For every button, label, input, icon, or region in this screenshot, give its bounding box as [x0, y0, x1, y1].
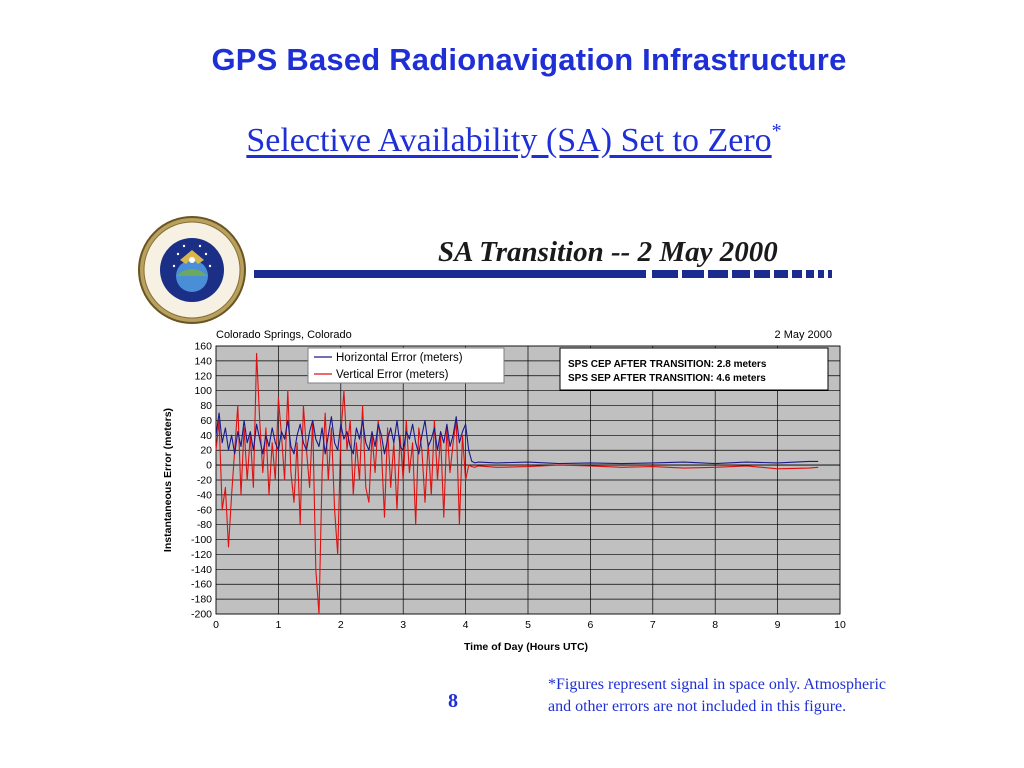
x-tick-label: 9	[775, 619, 781, 631]
y-tick-label: -140	[191, 564, 212, 576]
annotation-cep: SPS CEP AFTER TRANSITION: 2.8 meters	[568, 359, 767, 370]
y-tick-label: 140	[194, 355, 212, 367]
page-number: 8	[448, 690, 458, 712]
x-tick-label: 0	[213, 619, 219, 631]
slide-title: Selective Availability (SA) Set to Zero*	[0, 120, 1024, 160]
legend-label-vertical: Vertical Error (meters)	[336, 369, 449, 381]
figure-title: SA Transition -- 2 May 2000	[438, 236, 778, 268]
y-tick-label: 40	[200, 430, 212, 442]
y-tick-label: -20	[197, 475, 212, 487]
sa-error-chart: Colorado Springs, Colorado 2 May 2000 16…	[162, 329, 846, 653]
y-tick-label: -40	[197, 489, 212, 501]
y-tick-label: -80	[197, 519, 212, 531]
chart-date-label: 2 May 2000	[775, 329, 832, 341]
y-tick-label: -120	[191, 549, 212, 561]
legend-label-horizontal: Horizontal Error (meters)	[336, 352, 463, 364]
annotation-sep: SPS SEP AFTER TRANSITION: 4.6 meters	[568, 373, 766, 384]
chart-legend: Horizontal Error (meters) Vertical Error…	[307, 347, 505, 384]
x-tick-label: 1	[275, 619, 281, 631]
chart-location-label: Colorado Springs, Colorado	[216, 329, 352, 341]
y-axis-label: Instantaneous Error (meters)	[162, 408, 174, 552]
footnote-line-1: *Figures represent signal in space only.…	[548, 676, 886, 693]
x-tick-label: 8	[712, 619, 718, 631]
y-tick-label: 100	[194, 385, 212, 397]
x-tick-label: 4	[463, 619, 469, 631]
x-tick-label: 6	[587, 619, 593, 631]
figure-title-underline	[254, 270, 832, 278]
x-tick-label: 7	[650, 619, 656, 631]
transition-annotation: SPS CEP AFTER TRANSITION: 2.8 meters SPS…	[559, 347, 829, 391]
y-tick-label: 80	[200, 400, 212, 412]
chart-series	[215, 352, 819, 615]
y-tick-label: 120	[194, 370, 212, 382]
y-tick-label: -60	[197, 504, 212, 516]
y-tick-label: -100	[191, 534, 212, 546]
x-tick-label: 3	[400, 619, 406, 631]
annotation-box	[559, 347, 829, 391]
y-tick-label: 20	[200, 445, 212, 457]
y-tick-label: 0	[206, 460, 212, 472]
y-axis: 160 140 120 100 80 60 40 20 0 -20 -40 -60 -80 -100 -12…	[191, 341, 212, 621]
footnote-line-2: and other errors are not included in thi…	[548, 698, 847, 715]
footnote: *Figures represent signal in space only.…	[548, 674, 988, 718]
y-tick-label: -160	[191, 579, 212, 591]
y-tick-label: 160	[194, 341, 212, 353]
us-space-command-seal-icon	[138, 216, 246, 324]
header-title: GPS Based Radionavigation Infrastructure	[211, 42, 847, 77]
slide-title-text: Selective Availability (SA) Set to Zero	[246, 122, 772, 159]
x-tick-label: 10	[834, 619, 846, 631]
x-tick-label: 5	[525, 619, 531, 631]
legend-box	[307, 347, 505, 384]
series-line-horizontal	[215, 412, 819, 465]
series-line-vertical	[215, 352, 819, 615]
x-tick-label: 2	[338, 619, 344, 631]
y-tick-label: -180	[191, 594, 212, 606]
x-axis: 0 1 2 3 4 5 6 7 8 9 10	[213, 619, 846, 631]
slide-title-footnote-mark: *	[771, 120, 782, 142]
y-tick-label: -200	[191, 609, 212, 621]
x-axis-label: Time of Day (Hours UTC)	[464, 641, 588, 653]
y-tick-label: 60	[200, 415, 212, 427]
